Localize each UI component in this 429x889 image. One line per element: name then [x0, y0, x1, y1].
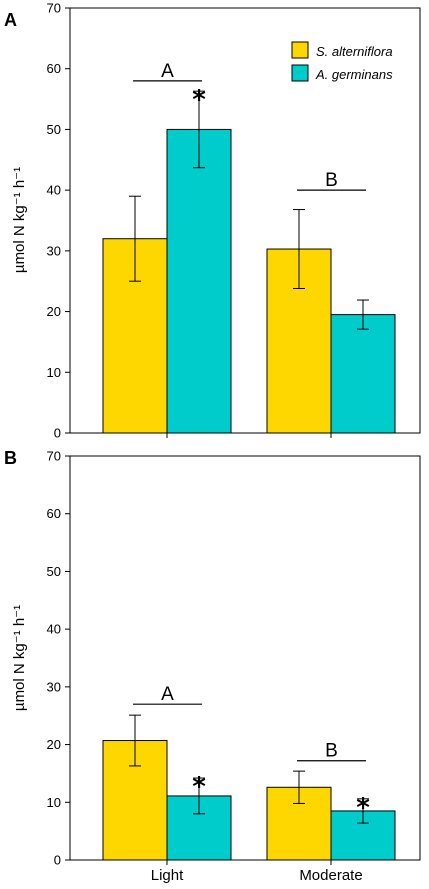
panel-b: B µmol N kg⁻¹ h⁻¹ [4, 448, 421, 861]
panel-b-y-tick-label: 10 [47, 795, 61, 810]
panel-a-y-tick-label: 70 [47, 1, 61, 16]
chart-marks: 0 10 20 30 40 50 60 70 * A B 0 10 20 30 40 50 60 70 Light Mo… [47, 1, 396, 884]
panel-a-plot-frame [69, 7, 421, 434]
legend: S. alterniflora A. germinans [291, 41, 393, 82]
panel-a-bar [330, 314, 396, 434]
panel-a-y-tick-label: 60 [47, 61, 61, 76]
panel-b-x-tick-label: Moderate [299, 867, 362, 884]
panel-b-y-tick-label: 40 [47, 622, 61, 637]
panel-b-y-tick-label: 0 [54, 853, 61, 868]
panel-b-y-tick-label: 50 [47, 564, 61, 579]
panel-a-y-tick-label: 20 [47, 304, 61, 319]
panel-a-y-tick-label: 50 [47, 122, 61, 137]
panel-a-y-tick-label: 40 [47, 183, 61, 198]
panel-b-x-tick-label: Light [151, 867, 184, 884]
panel-a-y-tick-label: 0 [54, 426, 61, 441]
panel-a-y-tick-label: 10 [47, 365, 61, 380]
legend-swatch-s-alterniflora [291, 41, 309, 59]
panel-a-group-letter: B [325, 170, 338, 191]
panel-b-significance-star: * [356, 793, 370, 823]
panel-a: A µmol N kg⁻¹ h⁻¹ S. alterniflora A. ger… [4, 7, 421, 434]
panel-b-significance-star: * [192, 772, 206, 802]
legend-swatch-a-germinans [291, 64, 309, 82]
panel-b-y-tick-label: 30 [47, 679, 61, 694]
legend-label-s-alterniflora: S. alterniflora [316, 44, 393, 59]
panel-b-y-axis-label: µmol N kg⁻¹ h⁻¹ [11, 605, 28, 711]
panel-b-plot-frame [69, 455, 421, 861]
panel-b-group-letter: A [161, 684, 174, 705]
panel-a-marks: 0 10 20 30 40 50 60 70 * A B [47, 1, 396, 441]
panel-a-group-letter: A [161, 61, 174, 82]
panel-b-y-tick-label: 70 [47, 449, 61, 464]
panel-b-group-letter: B [325, 741, 338, 762]
panel-a-letter: A [4, 10, 17, 30]
panel-a-y-tick-label: 30 [47, 243, 61, 258]
panel-a-y-axis-label: µmol N kg⁻¹ h⁻¹ [11, 167, 28, 273]
panel-a-significance-star: * [192, 85, 206, 115]
panel-b-letter: B [4, 448, 17, 468]
legend-label-a-germinans: A. germinans [315, 67, 393, 82]
panel-b-y-tick-label: 60 [47, 506, 61, 521]
panel-a-bar [166, 128, 232, 434]
panel-b-marks: 0 10 20 30 40 50 60 70 Light Moderate * * A B [47, 449, 396, 884]
panel-b-y-tick-label: 20 [47, 737, 61, 752]
